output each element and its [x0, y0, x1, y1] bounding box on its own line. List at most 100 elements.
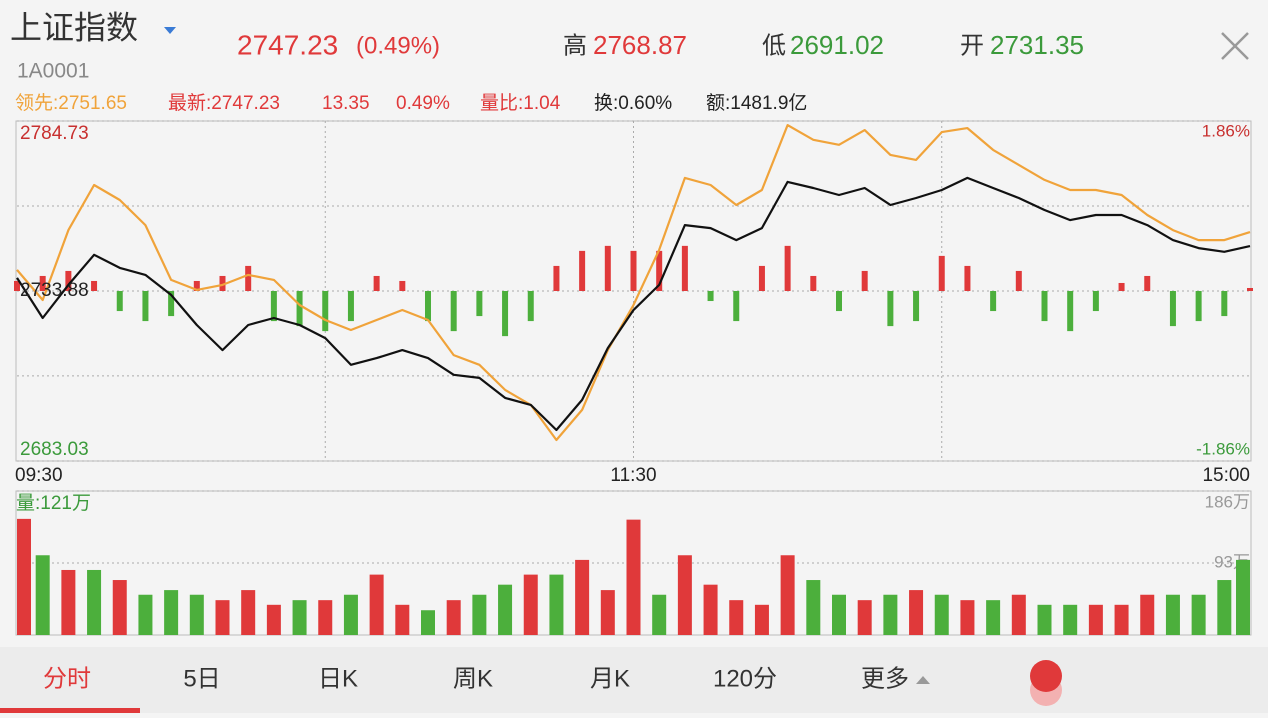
volume-bar [677, 555, 692, 635]
strength-bar [1221, 291, 1228, 317]
volume-bar [241, 590, 256, 635]
price: 2747.23 [237, 29, 338, 60]
strength-bar [810, 275, 817, 291]
volume-bar [832, 594, 846, 635]
volume-bar [343, 594, 358, 635]
volume-bar [780, 555, 795, 635]
y2-tick-label: 1.86% [1202, 121, 1250, 140]
volume-bar [960, 600, 975, 635]
info-lead: 领先:2751.65 [15, 92, 127, 114]
volume-bar [266, 604, 281, 635]
strength-bar [245, 265, 252, 291]
low: 2691.02 [790, 30, 884, 60]
strength-bar [527, 291, 534, 322]
index-name[interactable]: 上证指数 [10, 9, 138, 45]
tab[interactable]: 周K [453, 665, 493, 692]
strength-bar [193, 280, 200, 291]
price-line [16, 176, 1251, 432]
volume-bar [626, 519, 641, 635]
info-latest: 最新:2747.23 [168, 92, 280, 114]
info-change: 13.35 [322, 93, 370, 114]
volume-bar [575, 559, 590, 635]
volume-bar [1114, 604, 1129, 635]
volume-bar [318, 600, 333, 635]
strength-bar [1144, 275, 1151, 291]
index-code: 1A0001 [17, 60, 89, 83]
close-stroke[interactable] [1221, 32, 1249, 60]
strength-bar [39, 275, 46, 291]
info-turnover: 换:0.60% [594, 92, 672, 114]
volume-bar [1217, 580, 1232, 635]
high-label: 高 [563, 32, 587, 59]
strength-bar [579, 250, 586, 291]
tab[interactable]: 分时 [43, 665, 91, 692]
strength-bar [887, 291, 894, 327]
info-amount: 额:1481.9亿 [706, 92, 807, 114]
volume-bar [1037, 604, 1052, 635]
strength-bar [270, 291, 277, 322]
volume-bar [87, 569, 102, 635]
strength-bar [1169, 291, 1176, 327]
volume-label: 量:121万 [16, 493, 91, 514]
volume-bar [369, 574, 384, 635]
volume-bar [549, 574, 564, 635]
tab[interactable]: 5日 [183, 665, 220, 692]
strength-bar [142, 291, 149, 322]
x-tick-label: 15:00 [1202, 465, 1250, 486]
more-arrow[interactable] [916, 676, 930, 684]
strength-bar [65, 270, 72, 291]
volume-bar [446, 600, 461, 635]
tab[interactable]: 日K [318, 665, 358, 692]
volume-bar [395, 604, 410, 635]
strength-bar [553, 265, 560, 291]
volume-bar [857, 600, 872, 635]
float-button[interactable] [1030, 660, 1062, 692]
volume-bar [112, 580, 127, 635]
y-tick-label: 2733.88 [20, 280, 89, 301]
strength-bar [913, 291, 920, 322]
volume-bar [986, 600, 1001, 635]
volume-bar [472, 594, 487, 635]
volume-bar [909, 590, 924, 635]
y-tick-label: 186万 [1205, 492, 1250, 511]
strength-bar [296, 291, 303, 327]
strength-bar [502, 291, 509, 337]
open-label: 开 [960, 32, 984, 59]
volume-bar [600, 590, 615, 635]
volume-bar [934, 594, 949, 635]
close-button[interactable] [1221, 32, 1249, 60]
volume-bar [1140, 594, 1155, 635]
volume-bar [138, 594, 153, 635]
x-tick-label: 09:30 [15, 465, 63, 486]
strength-bar [836, 291, 842, 312]
header-bg [0, 0, 1268, 90]
strength-bar [219, 275, 226, 291]
strength-bar [373, 275, 380, 291]
strength-bar [784, 245, 791, 291]
tab[interactable]: 月K [590, 665, 630, 692]
strength-bar [707, 291, 714, 302]
volume-bar [806, 580, 821, 635]
strength-bar [347, 291, 354, 322]
strength-bar [733, 291, 740, 322]
volume-bar [164, 590, 179, 635]
volume-bar [883, 594, 898, 635]
price-line [16, 124, 1251, 442]
volume-bar [754, 604, 769, 635]
volume-bar [1011, 594, 1026, 635]
y-tick-label: 2683.03 [20, 439, 89, 460]
tab[interactable]: 120分 [713, 665, 777, 692]
volume-bar [1236, 559, 1250, 635]
volume-bar [421, 610, 435, 635]
volume-bar [729, 600, 744, 635]
strength-bar [938, 255, 945, 291]
tab[interactable]: 更多 [861, 665, 909, 692]
high: 2768.87 [593, 30, 687, 60]
volume-bar [498, 584, 513, 635]
volume-bar [1063, 604, 1078, 635]
tab-indicator [0, 708, 140, 713]
strength-bar [1067, 291, 1074, 332]
strength-bar [476, 291, 483, 317]
dropdown-arrow[interactable] [164, 27, 176, 34]
